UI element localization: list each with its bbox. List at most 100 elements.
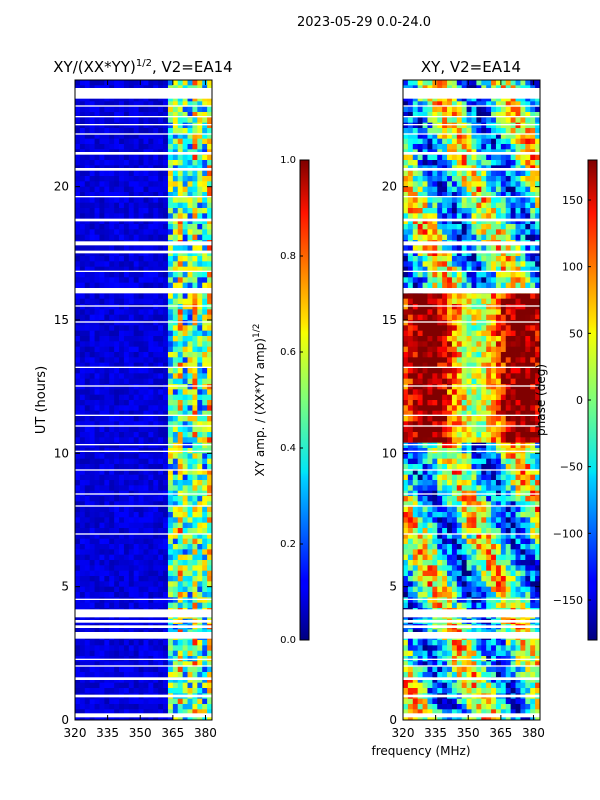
- p1-cell: [192, 314, 198, 321]
- p2-cell: [412, 117, 419, 124]
- p1-cell: [79, 586, 86, 593]
- p1-cell: [99, 330, 105, 337]
- p1-cell: [153, 378, 159, 385]
- p1-cell: [114, 682, 120, 689]
- p2-cell: [437, 224, 443, 230]
- p2-cell: [471, 368, 477, 374]
- p1-cell: [99, 677, 105, 684]
- p1-cell: [123, 250, 130, 257]
- p2-cell: [456, 261, 463, 268]
- p2-cell: [486, 266, 492, 273]
- p1-cell: [163, 176, 169, 182]
- p2-cell: [530, 213, 536, 220]
- p2-cell: [491, 357, 497, 364]
- p1-cell: [75, 128, 81, 134]
- p2-cell: [515, 154, 521, 161]
- p2-cell: [476, 250, 482, 257]
- p1-cell: [187, 672, 193, 678]
- p2-cell: [442, 154, 448, 161]
- p1-cell: [133, 325, 139, 332]
- p1-cell: [158, 384, 164, 390]
- p1-cell: [114, 426, 120, 433]
- p2-cell: [427, 304, 433, 310]
- p1-cell: [202, 554, 208, 561]
- p1-cell: [104, 197, 110, 204]
- p1-cell: [202, 138, 208, 145]
- p1-cell: [99, 160, 105, 166]
- p1-cell: [133, 309, 139, 316]
- p1-cell: [187, 650, 193, 657]
- p1-cell: [187, 602, 193, 609]
- p1-cell: [197, 341, 203, 348]
- p1-cell: [75, 554, 81, 561]
- p1-cell: [123, 378, 130, 385]
- p1-cell: [123, 453, 130, 460]
- p2-cell: [403, 138, 409, 145]
- p1-cell: [167, 208, 174, 214]
- p1-cell: [119, 298, 125, 305]
- p1-cell: [89, 469, 95, 476]
- p1-cell: [197, 352, 203, 358]
- p2-cell: [422, 256, 428, 262]
- p2-cell: [427, 96, 433, 102]
- p1-cell: [177, 186, 184, 193]
- p1-cell: [172, 154, 179, 161]
- p1-cell: [163, 154, 169, 161]
- p1-cell: [119, 586, 125, 593]
- p2-cell: [442, 133, 448, 140]
- p1-cell: [158, 586, 164, 593]
- p1-cell: [177, 282, 184, 289]
- p2-cell: [535, 112, 540, 118]
- p1-cell: [143, 570, 149, 577]
- p1-cell: [197, 469, 203, 476]
- p1-cell: [177, 544, 184, 550]
- p1-cell: [84, 373, 91, 380]
- p1-cell: [128, 442, 135, 449]
- p1-cell: [94, 256, 100, 262]
- p2-cell: [495, 362, 502, 369]
- p1-cell: [119, 528, 125, 534]
- p1-cell: [109, 714, 115, 720]
- p1-cell: [148, 144, 154, 150]
- p1-cell: [202, 170, 208, 177]
- p2-cell: [515, 234, 521, 241]
- p1-cell: [192, 602, 198, 609]
- p1-cell: [133, 234, 139, 241]
- p2-cell: [510, 170, 516, 177]
- p1-cell: [89, 501, 95, 508]
- p1-cell: [167, 389, 174, 396]
- p2-cell: [437, 160, 443, 166]
- p1-cell: [192, 714, 198, 720]
- p2-cell: [461, 192, 467, 198]
- p2-cell: [422, 192, 428, 198]
- p2-cell: [491, 224, 497, 230]
- p1-cell: [197, 698, 203, 705]
- p2-cell: [520, 304, 526, 310]
- p2-cell: [412, 256, 419, 262]
- p2-cell: [437, 218, 443, 225]
- p2-cell: [495, 181, 502, 188]
- p1-cell: [148, 362, 154, 369]
- p1-cell: [172, 544, 179, 550]
- p1-cell: [133, 517, 139, 524]
- p1-cell: [148, 170, 154, 177]
- p1-cell: [197, 544, 203, 550]
- p1-cell: [133, 485, 139, 492]
- p1-cell: [192, 432, 198, 438]
- p2-cell: [491, 122, 497, 129]
- p1-cell: [187, 346, 193, 353]
- p1-cell: [75, 346, 81, 353]
- p1-cell: [202, 581, 208, 588]
- p1-cell: [89, 282, 95, 289]
- p1-cell: [99, 256, 105, 262]
- p1-cell: [182, 245, 188, 252]
- p1-cell: [148, 245, 154, 252]
- p1-cell: [172, 368, 179, 374]
- p1-cell: [192, 272, 198, 278]
- p1-cell: [104, 442, 110, 449]
- p1-cell: [99, 469, 105, 476]
- p2-cell: [500, 176, 507, 182]
- p1-cell: [197, 192, 203, 198]
- p1-cell: [94, 282, 100, 289]
- p1-cell: [75, 256, 81, 262]
